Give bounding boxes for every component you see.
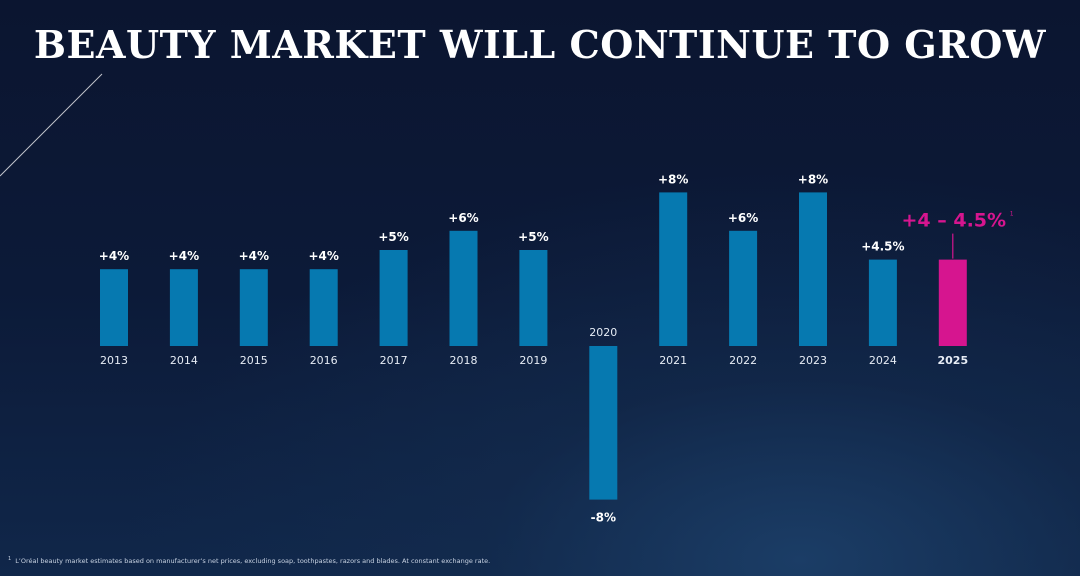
category-label-2022: 2022: [729, 354, 757, 367]
category-label-2025: 2025: [937, 354, 968, 367]
bar-2018: [449, 230, 478, 346]
value-label-footnote-marker-2025: 1: [1010, 211, 1014, 218]
value-label-2023: +8%: [798, 172, 828, 186]
category-label-2023: 2023: [799, 354, 827, 367]
bar-2021: [659, 192, 688, 346]
value-label-2020: -8%: [591, 511, 616, 525]
value-label-2022: +6%: [728, 211, 758, 225]
bar-2013: [100, 269, 128, 346]
bar-2015: [239, 269, 268, 346]
decorative-corner-line: [0, 73, 103, 177]
value-label-2018: +6%: [448, 211, 478, 225]
bar-2019: [519, 250, 548, 346]
value-label-2024: +4.5%: [861, 240, 904, 254]
category-label-2018: 2018: [450, 354, 478, 367]
category-label-2013: 2013: [100, 354, 128, 367]
value-label-2021: +8%: [658, 172, 688, 186]
category-label-2017: 2017: [380, 354, 408, 367]
category-label-2014: 2014: [170, 354, 198, 367]
footnote-marker: 1: [8, 556, 12, 562]
bar-2025: [938, 259, 967, 346]
bar-2016: [309, 269, 338, 346]
footnote-text: L’Oréal beauty market estimates based on…: [15, 557, 491, 566]
value-label-2014: +4%: [169, 249, 199, 263]
bar-2017: [379, 250, 408, 346]
bar-2023: [799, 192, 827, 346]
category-label-2015: 2015: [240, 354, 268, 367]
bar-2022: [729, 230, 758, 346]
slide-title: BEAUTY MARKET WILL CONTINUE TO GROW: [33, 22, 1047, 67]
bar-2024: [868, 259, 897, 346]
category-label-2024: 2024: [869, 354, 897, 367]
value-label-2015: +4%: [239, 249, 269, 263]
category-label-2019: 2019: [519, 354, 547, 367]
category-label-2016: 2016: [310, 354, 338, 367]
category-label-2020: 2020: [589, 326, 617, 339]
footnote: 1 L’Oréal beauty market estimates based o…: [8, 556, 490, 565]
bar-2020: [589, 346, 618, 500]
value-label-2019: +5%: [518, 230, 548, 244]
value-label-2013: +4%: [99, 249, 129, 263]
value-label-2016: +4%: [308, 249, 338, 263]
category-label-2021: 2021: [659, 354, 687, 367]
bar-2014: [169, 269, 198, 346]
value-label-2017: +5%: [378, 230, 408, 244]
value-label-2025: +4 – 4.5%: [902, 210, 1007, 232]
